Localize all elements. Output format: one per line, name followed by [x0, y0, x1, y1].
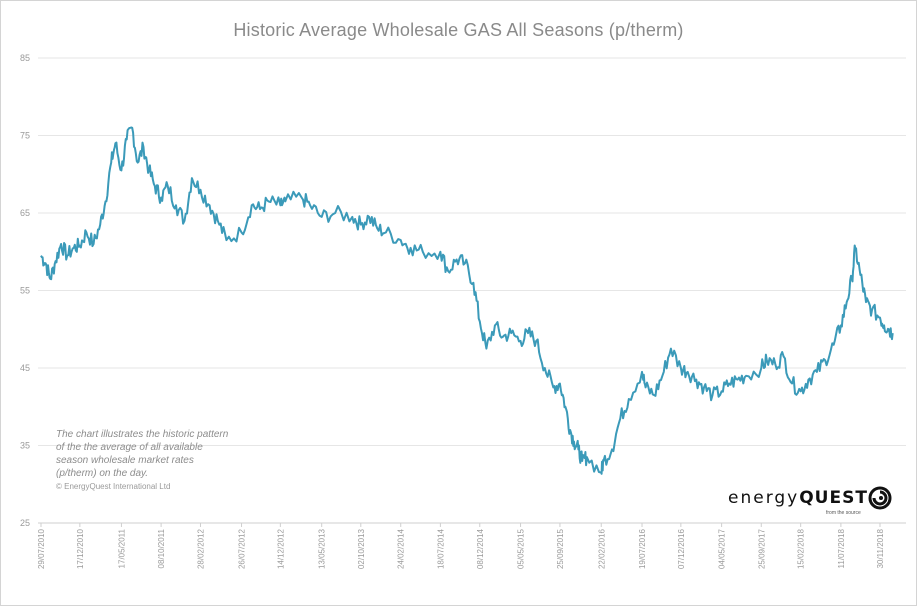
x-tick-label: 28/02/2012	[196, 528, 205, 569]
y-axis-ticks: 25 35 45 55 65 75 85	[20, 53, 30, 528]
logo-word-quest: QUEST	[799, 488, 868, 508]
logo-word-energy: energy	[728, 488, 800, 508]
y-tick-label: 35	[20, 441, 30, 451]
x-axis-ticks: 29/07/2010 17/12/2010 17/05/2011 08/10/2011…	[37, 523, 885, 569]
y-tick-label: 75	[20, 131, 30, 141]
x-tick-label: 17/05/2011	[117, 528, 126, 568]
annotation-line-2: of the the average of all available	[56, 442, 203, 453]
logo-wordmark: energyQUEST	[728, 488, 868, 508]
x-tick-label: 24/02/2014	[397, 528, 406, 569]
x-tick-label: 08/10/2011	[157, 528, 166, 568]
x-tick-label: 08/12/2014	[476, 528, 485, 569]
x-tick-label: 13/05/2013	[318, 528, 327, 569]
annotation-line-1: The chart illustrates the historic patte…	[56, 429, 229, 440]
x-tick-label: 25/09/2015	[556, 528, 565, 569]
x-tick-label: 22/02/2016	[597, 528, 606, 569]
y-tick-label: 45	[20, 363, 30, 373]
x-tick-label: 17/12/2010	[76, 528, 85, 569]
series-line	[40, 126, 894, 475]
y-tick-label: 55	[20, 286, 30, 296]
chart-annotation: The chart illustrates the historic patte…	[56, 428, 296, 493]
annotation-line-4: (p/therm) on the day.	[56, 468, 149, 479]
y-tick-label: 25	[20, 518, 30, 528]
x-tick-label: 05/05/2015	[517, 528, 526, 569]
y-tick-label: 65	[20, 208, 30, 218]
x-tick-label: 30/11/2018	[876, 528, 885, 568]
x-tick-label: 02/10/2013	[357, 528, 366, 569]
x-tick-label: 04/05/2017	[718, 528, 727, 569]
x-tick-label: 29/07/2010	[37, 528, 46, 569]
x-tick-label: 07/12/2016	[677, 528, 686, 569]
x-tick-label: 18/07/2014	[436, 528, 445, 569]
x-tick-label: 14/12/2012	[276, 528, 285, 569]
annotation-line-3: season wholesale market rates	[56, 455, 194, 466]
gridlines	[38, 57, 906, 446]
x-tick-label: 19/07/2016	[638, 528, 647, 569]
annotation-copyright: © EnergyQuest International Ltd	[56, 482, 171, 491]
x-tick-label: 26/07/2012	[238, 528, 247, 569]
y-tick-label: 85	[20, 53, 30, 63]
energyquest-logo: energyQUEST from the source	[728, 486, 898, 516]
logo-tagline: from the source	[826, 510, 861, 516]
chart-title: Historic Average Wholesale GAS All Seaso…	[233, 20, 684, 40]
x-tick-label: 25/09/2017	[757, 528, 766, 569]
x-tick-label: 15/02/2018	[797, 528, 806, 569]
x-tick-label: 11/07/2018	[837, 528, 846, 568]
swirl-logo-icon	[868, 486, 892, 510]
